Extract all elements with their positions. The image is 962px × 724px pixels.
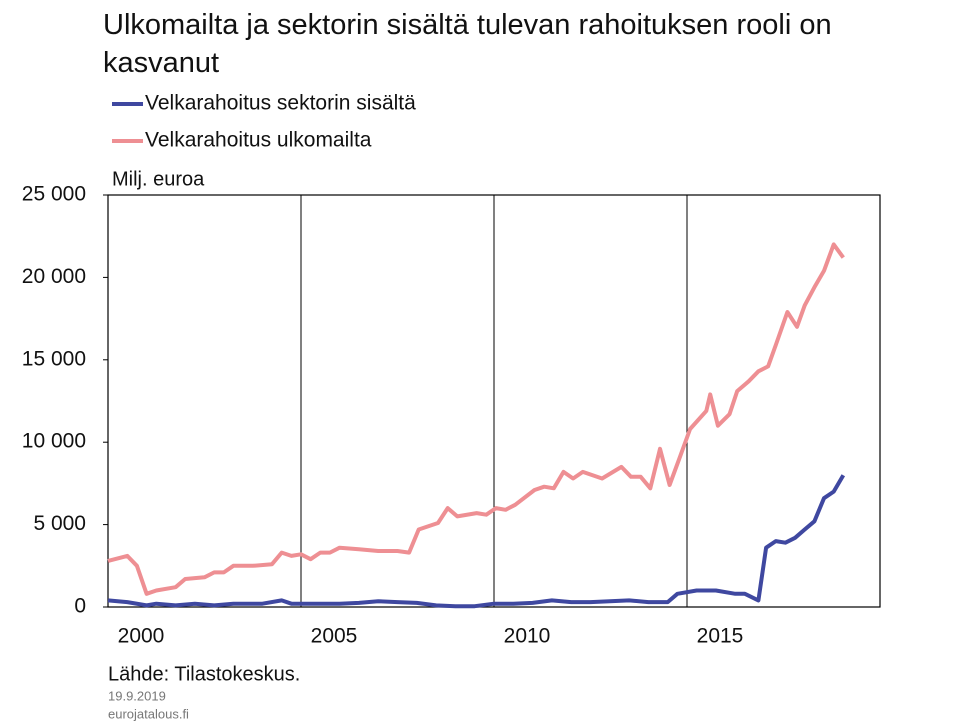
- plot-frame: [107, 194, 881, 608]
- y-tick-label: 5 000: [33, 512, 86, 535]
- line-series: [107, 474, 846, 609]
- legend-label: Velkarahoitus ulkomailta: [145, 129, 372, 152]
- x-tick-label: 2015: [697, 625, 744, 648]
- y-tick-label: 10 000: [22, 430, 86, 453]
- y-tick-label: 0: [74, 595, 86, 618]
- source: Lähde: Tilastokeskus.: [108, 663, 300, 685]
- legend-label: Velkarahoitus sektorin sisältä: [145, 92, 416, 115]
- x-tick-label: 2010: [504, 625, 551, 648]
- chart-title: Ulkomailta ja sektorin sisältä tulevan r…: [103, 9, 832, 79]
- x-tick-label: 2005: [311, 625, 358, 648]
- date: 19.9.2019: [108, 688, 166, 703]
- y-tick-label: 20 000: [22, 265, 86, 288]
- x-tick-label: 2000: [118, 625, 165, 648]
- site: eurojatalous.fi: [108, 706, 189, 721]
- y-axis-label: Milj. euroa: [112, 168, 205, 190]
- y-tick-label: 25 000: [22, 183, 86, 206]
- y-tick-label: 15 000: [22, 347, 86, 370]
- line-series: [107, 242, 845, 596]
